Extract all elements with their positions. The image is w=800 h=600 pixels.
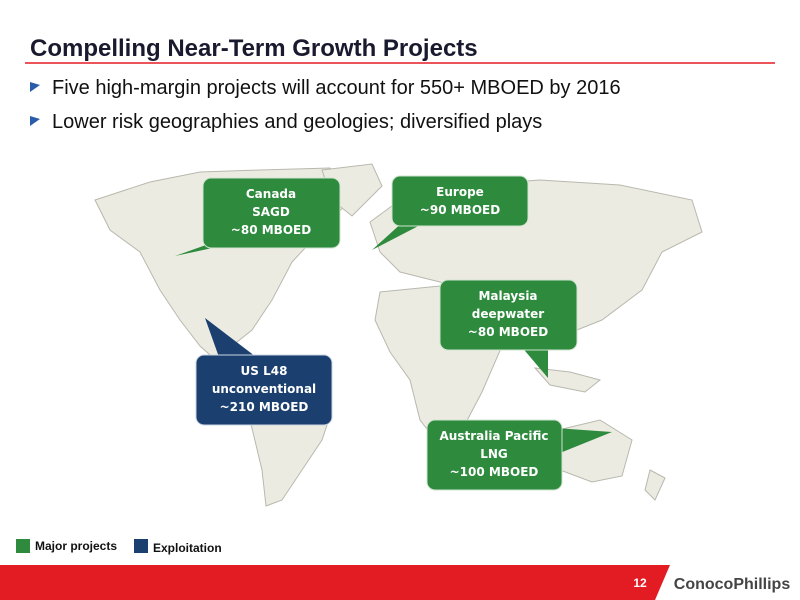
- legend-label: Major projects: [35, 539, 117, 553]
- logo: ConocoPhillips: [674, 576, 791, 593]
- bullet-text: Five high-margin projects will account f…: [52, 77, 621, 99]
- callout-text: LNG: [480, 447, 508, 461]
- callout: Europe ~90 MBOED: [372, 175, 529, 250]
- legend-swatch: [16, 539, 30, 553]
- callout: Malaysia deepwater ~80 MBOED: [439, 279, 578, 378]
- logo-panel: [655, 565, 800, 600]
- callout-text: SAGD: [252, 205, 290, 219]
- callout: Canada SAGD ~80 MBOED: [175, 177, 341, 256]
- callout-text: ~80 MBOED: [231, 223, 311, 237]
- callout-text: Australia Pacific: [439, 429, 548, 443]
- slide-title: Compelling Near-Term Growth Projects: [30, 35, 478, 62]
- callout-text: unconventional: [212, 382, 316, 396]
- page-number: 12: [633, 576, 647, 590]
- bullet-icon: [30, 82, 40, 92]
- callout-text: Europe: [436, 185, 484, 199]
- bullet-text: Lower risk geographies and geologies; di…: [52, 111, 542, 133]
- callout-text: US L48: [241, 364, 288, 378]
- legend-label: Exploitation: [153, 541, 222, 555]
- callout-text: ~90 MBOED: [420, 203, 500, 217]
- callout-text: ~100 MBOED: [450, 465, 539, 479]
- callout-text: ~210 MBOED: [220, 400, 309, 414]
- callout-text: deepwater: [472, 307, 545, 321]
- callout-text: Malaysia: [478, 289, 537, 303]
- legend-swatch: [134, 539, 148, 553]
- callout: Australia Pacific LNG ~100 MBOED: [426, 419, 612, 491]
- callout-text: ~80 MBOED: [468, 325, 548, 339]
- callout-text: Canada: [246, 187, 296, 201]
- callout: US L48 unconventional ~210 MBOED: [195, 318, 333, 426]
- bullet-icon: [30, 116, 40, 126]
